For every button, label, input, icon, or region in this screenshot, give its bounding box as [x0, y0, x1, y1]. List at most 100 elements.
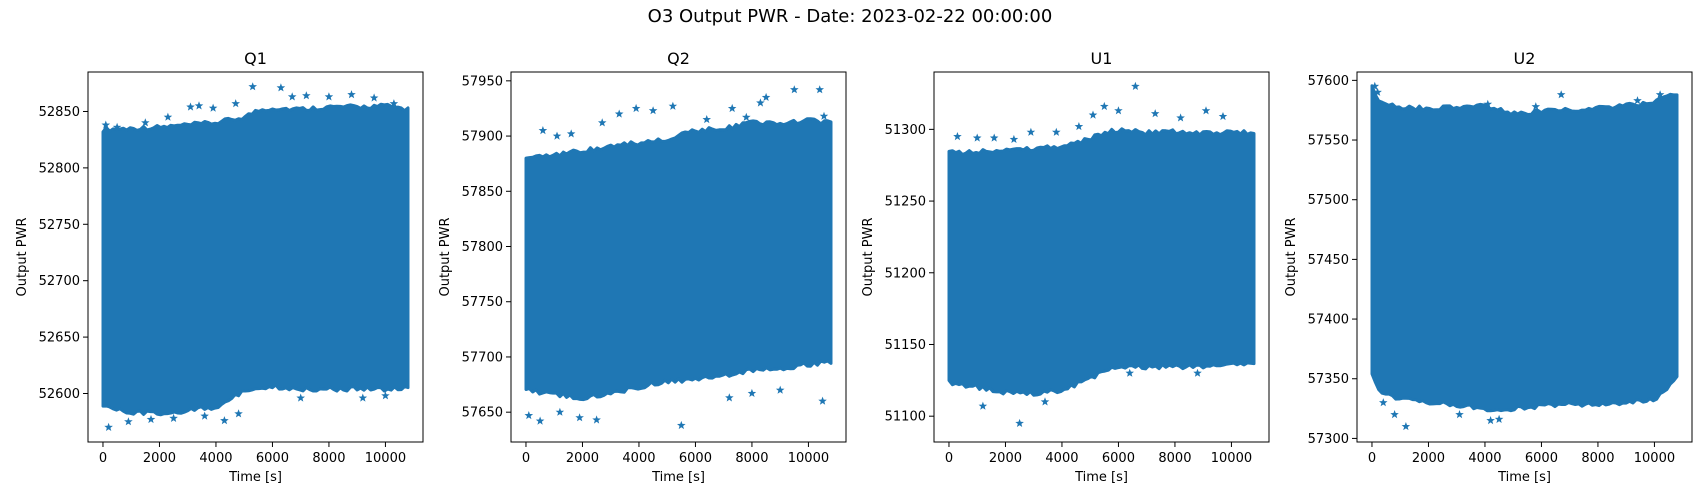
- data-point: [1494, 414, 1504, 423]
- figure-title: O3 Output PWR - Date: 2023-02-22 00:00:0…: [647, 6, 1053, 27]
- data-point: [1009, 134, 1019, 143]
- data-point: [101, 120, 111, 129]
- y-axis-label: Output PWR: [861, 217, 876, 296]
- data-point: [761, 92, 771, 101]
- subplot-title: U2: [1514, 49, 1536, 68]
- data-point: [1390, 410, 1399, 419]
- subplot-title: Q1: [244, 49, 267, 68]
- data-point: [276, 83, 286, 92]
- y-tick-label: 51250: [885, 195, 926, 210]
- data-point: [575, 413, 584, 422]
- data-band: [524, 117, 833, 402]
- y-tick-label: 57900: [462, 130, 503, 145]
- data-point: [747, 388, 757, 397]
- x-tick-label: 2000: [989, 451, 1022, 466]
- data-band: [1370, 84, 1679, 413]
- data-band: [101, 102, 410, 417]
- x-tick-label: 8000: [1158, 451, 1191, 466]
- y-tick-label: 57550: [1308, 134, 1349, 149]
- x-tick-label: 0: [1368, 451, 1376, 466]
- y-tick-label: 51300: [885, 123, 926, 138]
- y-tick-label: 52700: [39, 274, 80, 289]
- data-point: [194, 101, 204, 110]
- axes-frame: [87, 71, 424, 443]
- x-tick-label: 4000: [1468, 451, 1501, 466]
- data-point: [538, 126, 548, 135]
- data-point: [668, 101, 678, 110]
- data-point: [1015, 418, 1024, 427]
- data-point: [815, 85, 824, 94]
- data-point: [953, 132, 962, 141]
- x-tick-label: 6000: [679, 451, 712, 466]
- y-tick-label: 57350: [1308, 372, 1349, 387]
- y-tick-label: 52600: [39, 387, 80, 402]
- y-axis-label: Output PWR: [15, 217, 30, 296]
- data-point: [1401, 422, 1411, 431]
- data-point: [1074, 122, 1084, 131]
- data-point: [1370, 81, 1380, 90]
- data-point: [186, 102, 195, 111]
- y-tick-label: 57450: [1308, 253, 1349, 268]
- data-point: [104, 422, 113, 431]
- data-point: [775, 385, 785, 394]
- data-point: [631, 103, 641, 113]
- x-tick-label: 2000: [1412, 451, 1445, 466]
- data-point: [535, 416, 545, 425]
- data-point: [725, 393, 734, 402]
- x-tick-label: 6000: [1525, 451, 1558, 466]
- data-point: [1193, 368, 1202, 377]
- data-point: [1176, 113, 1185, 122]
- y-tick-label: 51150: [885, 338, 926, 353]
- data-point: [552, 131, 562, 140]
- subplot-q1: 0 2000 4000 6000 8000 10000 52600 52650 52700 527…: [15, 49, 424, 485]
- y-tick-label: 57300: [1308, 432, 1349, 447]
- y-tick-label: 51100: [885, 410, 926, 425]
- data-point: [818, 396, 827, 405]
- data-point: [566, 129, 576, 138]
- data-point: [1483, 99, 1493, 108]
- data-point: [200, 411, 209, 420]
- y-tick-label: 57500: [1308, 193, 1349, 208]
- data-point: [1218, 112, 1228, 121]
- axes-frame: [1356, 71, 1693, 443]
- data-point: [296, 393, 305, 402]
- data-point: [302, 91, 311, 100]
- data-point: [208, 103, 218, 112]
- x-tick-label: 0: [945, 451, 953, 466]
- y-tick-label: 57950: [462, 74, 503, 89]
- x-tick-label: 8000: [1581, 451, 1614, 466]
- x-tick-label: 10000: [365, 451, 406, 466]
- scatter-points: [947, 81, 1256, 427]
- data-point: [1373, 87, 1382, 96]
- data-point: [978, 401, 988, 410]
- data-point: [614, 109, 624, 118]
- data-point: [1026, 127, 1036, 136]
- y-tick-label: 51200: [885, 266, 926, 281]
- y-axis-label: Output PWR: [1284, 217, 1299, 296]
- data-point: [220, 416, 229, 425]
- data-point: [790, 85, 799, 94]
- data-point: [1088, 110, 1098, 119]
- x-tick-label: 6000: [256, 451, 289, 466]
- data-point: [169, 413, 178, 422]
- x-tick-label: 0: [99, 451, 107, 466]
- data-point: [358, 393, 368, 402]
- data-point: [369, 93, 379, 102]
- data-point: [598, 118, 607, 127]
- data-point: [1125, 368, 1134, 377]
- data-point: [677, 420, 686, 430]
- y-tick-label: 57600: [1308, 74, 1349, 89]
- x-tick-label: 4000: [622, 451, 655, 466]
- y-tick-label: 57700: [462, 350, 503, 365]
- y-tick-label: 57650: [462, 406, 503, 421]
- data-point: [389, 99, 399, 108]
- axes-frame: [933, 71, 1270, 443]
- scatter-points: [101, 82, 410, 431]
- data-point: [989, 133, 999, 142]
- data-point: [702, 115, 711, 124]
- data-point: [524, 411, 534, 420]
- y-tick-label: 57800: [462, 240, 503, 255]
- data-point: [163, 112, 173, 121]
